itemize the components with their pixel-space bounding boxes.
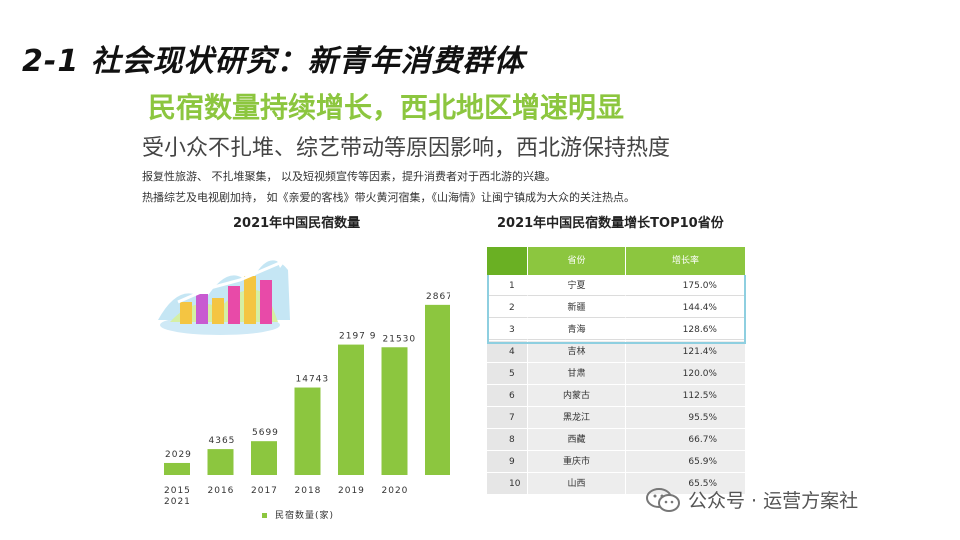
rank-cell: 1 [487,275,527,296]
note-line-2: 热播综艺及电视剧加持， 如《亲爱的客栈》带火黄河宿集，《山海情》让闽宁镇成为大众… [142,191,635,204]
province-cell: 黑龙江 [527,407,625,428]
table-title: 2021年中国民宿数量增长TOP10省份 [497,216,724,231]
legend-label: 民宿数量(家) [275,511,335,521]
province-cell: 内蒙古 [527,385,625,406]
rate-cell: 95.5% [625,407,745,428]
chart-title: 2021年中国民宿数量 [233,216,361,231]
lead-text: 受小众不扎堆、综艺带动等原因影响，西北游保持热度 [142,136,671,161]
growth-illustration-icon [158,258,290,335]
rate-cell: 66.7% [625,429,745,450]
province-cell: 西藏 [527,429,625,450]
table-row: 1 宁夏 175.0% [487,275,745,297]
table-row: 10 山西 65.5% [487,473,745,495]
bar-value-label: 14743 [296,375,330,385]
bar-value-label: 4365 [209,436,236,446]
header-rank [487,247,527,275]
table-row: 8 西藏 66.7% [487,429,745,451]
rate-cell: 120.0% [625,363,745,384]
rank-cell: 5 [487,363,527,384]
rank-cell: 7 [487,407,527,428]
bar-1 [207,449,234,475]
table-row: 2 新疆 144.4% [487,297,745,319]
header-rate: 增长率 [625,247,745,275]
table-row: 9 重庆市 65.9% [487,451,745,473]
bar-value-label: 2197 9 [339,332,377,342]
province-cell: 青海 [527,319,625,340]
rank-cell: 9 [487,451,527,472]
bar-chart: 2029 4365 5699 14743 2197 9 21530 28676 2015 201… [164,292,450,507]
province-cell: 重庆市 [527,451,625,472]
watermark: 公众号 · 运营方案社 [646,486,858,513]
rank-cell: 8 [487,429,527,450]
rate-cell: 112.5% [625,385,745,406]
x-tick-label: 2020 [382,486,409,496]
bar-value-label: 28676 [426,292,450,302]
bar-value-label: 21530 [383,334,417,344]
province-cell: 甘肃 [527,363,625,384]
province-cell: 新疆 [527,297,625,318]
header-province: 省份 [527,247,625,275]
x-tick-label: 2021 [164,497,191,507]
table-row: 4 吉林 121.4% [487,341,745,363]
page-title: 2-1 社会现状研究：新青年消费群体 [22,44,525,79]
rank-cell: 4 [487,341,527,362]
table-body: 1 宁夏 175.0% 2 新疆 144.4% 3 青海 128.6% 4 吉林 121.4% 5 甘肃 1… [487,275,745,495]
bar-value-label: 2029 [165,450,192,460]
x-tick-label: 2017 [251,486,278,496]
table-row: 6 内蒙古 112.5% [487,385,745,407]
bar-6 [425,304,450,475]
province-cell: 宁夏 [527,275,625,296]
wechat-icon [646,487,680,512]
chart-legend: 民宿数量(家) [262,510,342,522]
growth-table: 省份 增长率 1 宁夏 175.0% 2 新疆 144.4% 3 青海 128.6% 4 吉林 121… [487,247,745,495]
rate-cell: 144.4% [625,297,745,318]
rate-cell: 175.0% [625,275,745,296]
bar-2 [251,441,277,475]
table-row: 7 黑龙江 95.5% [487,407,745,429]
bar-0 [164,462,190,475]
rank-cell: 10 [487,473,527,494]
page-subtitle: 民宿数量持续增长，西北地区增速明显 [148,91,625,124]
note-line-1: 报复性旅游、 不扎堆聚集， 以及短视频宣传等因素，提升消费者对于西北游的兴趣。 [142,170,556,183]
province-cell: 山西 [527,473,625,494]
legend-swatch [262,513,267,518]
watermark-text: 公众号 · 运营方案社 [688,490,859,512]
rate-cell: 121.4% [625,341,745,362]
x-tick-label: 2016 [208,486,235,496]
x-tick-label: 2019 [338,486,365,496]
rank-cell: 2 [487,297,527,318]
rate-cell: 65.9% [625,451,745,472]
bar-4 [338,344,364,475]
x-tick-label: 2015 [164,486,191,496]
table-header: 省份 增长率 [487,247,745,275]
x-tick-label: 2018 [295,486,322,496]
bar-value-label: 5699 [252,428,279,438]
table-row: 3 青海 128.6% [487,319,745,341]
rank-cell: 3 [487,319,527,340]
bar-3 [294,387,321,475]
table-row: 5 甘肃 120.0% [487,363,745,385]
rank-cell: 6 [487,385,527,406]
bar-5 [381,347,408,475]
province-cell: 吉林 [527,341,625,362]
rate-cell: 128.6% [625,319,745,340]
